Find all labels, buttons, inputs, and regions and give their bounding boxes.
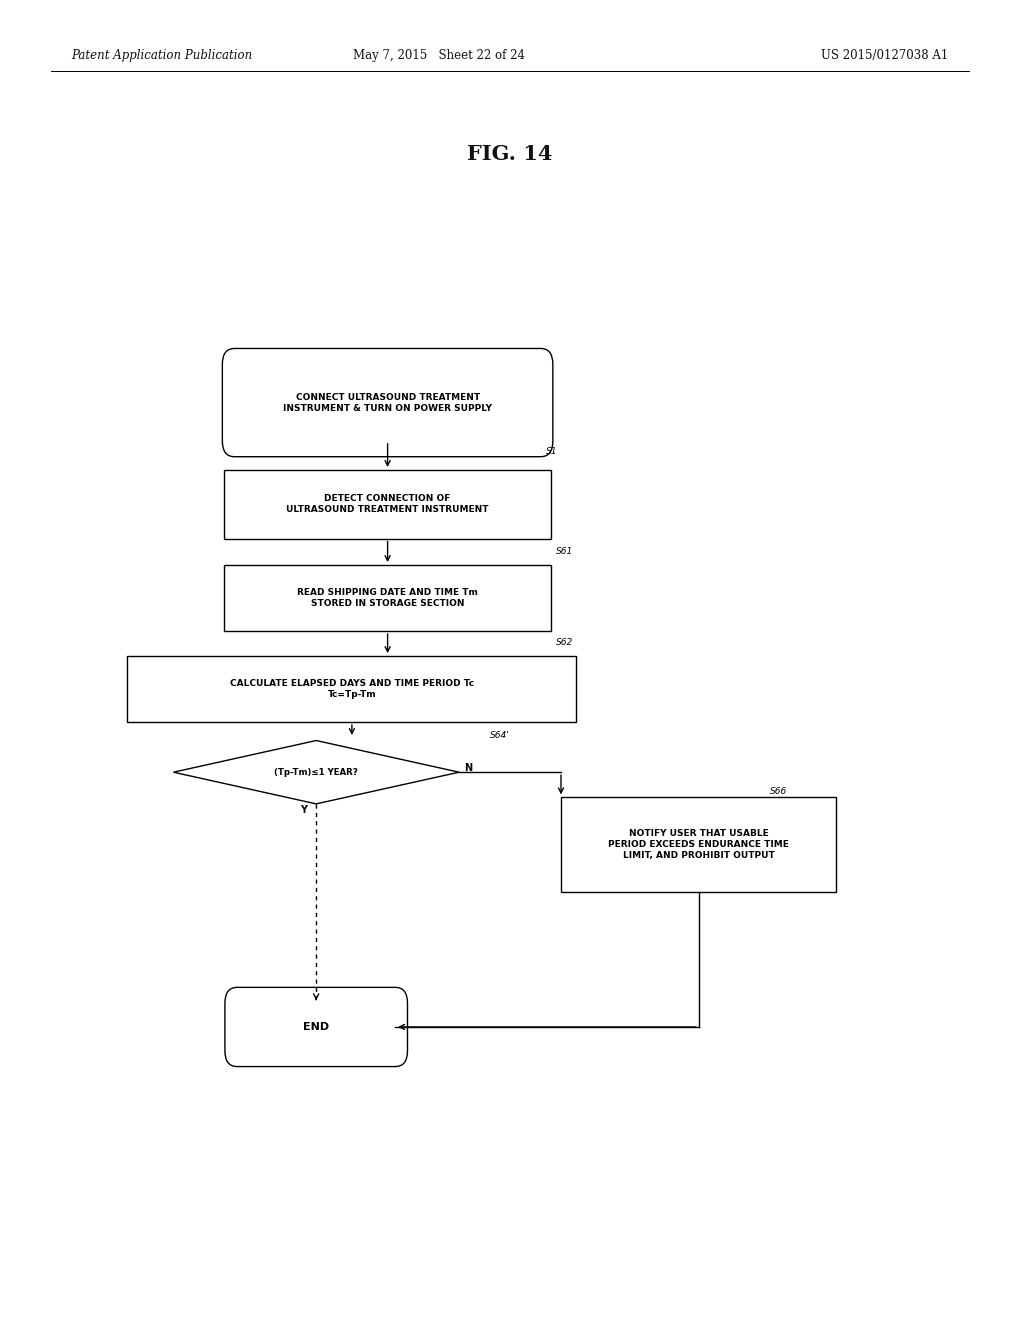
- Bar: [560, 797, 836, 892]
- Text: S62: S62: [555, 639, 573, 647]
- Text: S66: S66: [769, 788, 787, 796]
- Polygon shape: [173, 741, 459, 804]
- Bar: [224, 470, 550, 539]
- FancyBboxPatch shape: [222, 348, 552, 457]
- Text: CONNECT ULTRASOUND TREATMENT
INSTRUMENT & TURN ON POWER SUPPLY: CONNECT ULTRASOUND TREATMENT INSTRUMENT …: [283, 392, 491, 413]
- Text: S61: S61: [555, 548, 573, 556]
- Text: CALCULATE ELAPSED DAYS AND TIME PERIOD Tc
Tc=Tp-Tm: CALCULATE ELAPSED DAYS AND TIME PERIOD T…: [229, 678, 474, 700]
- Bar: [224, 565, 550, 631]
- Text: Y: Y: [301, 805, 307, 816]
- Text: S64': S64': [489, 731, 508, 739]
- Bar: [127, 656, 576, 722]
- Text: S1: S1: [545, 447, 556, 455]
- Text: (Tp-Tm)≤1 YEAR?: (Tp-Tm)≤1 YEAR?: [274, 768, 358, 776]
- Text: END: END: [303, 1022, 329, 1032]
- Text: US 2015/0127038 A1: US 2015/0127038 A1: [820, 49, 948, 62]
- Text: READ SHIPPING DATE AND TIME Tm
STORED IN STORAGE SECTION: READ SHIPPING DATE AND TIME Tm STORED IN…: [297, 587, 478, 609]
- Text: Patent Application Publication: Patent Application Publication: [71, 49, 253, 62]
- Text: NOTIFY USER THAT USABLE
PERIOD EXCEEDS ENDURANCE TIME
LIMIT, AND PROHIBIT OUTPUT: NOTIFY USER THAT USABLE PERIOD EXCEEDS E…: [607, 829, 789, 861]
- Text: DETECT CONNECTION OF
ULTRASOUND TREATMENT INSTRUMENT: DETECT CONNECTION OF ULTRASOUND TREATMEN…: [286, 494, 488, 515]
- FancyBboxPatch shape: [224, 987, 407, 1067]
- Text: N: N: [464, 763, 472, 774]
- Text: FIG. 14: FIG. 14: [467, 144, 552, 165]
- Text: May 7, 2015   Sheet 22 of 24: May 7, 2015 Sheet 22 of 24: [353, 49, 524, 62]
